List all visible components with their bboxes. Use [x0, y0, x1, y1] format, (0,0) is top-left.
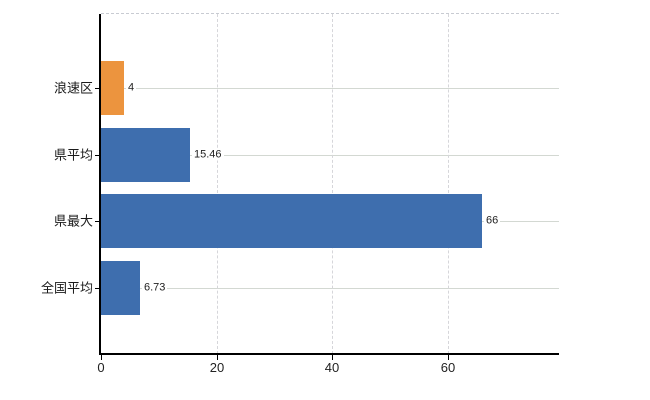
bar-value-label: 15.46 [192, 148, 224, 161]
x-axis-tick [448, 354, 449, 360]
gridline-vertical [332, 14, 333, 354]
gridline-horizontal [101, 154, 559, 156]
bar-県平均 [101, 128, 190, 182]
y-axis-tick [95, 221, 101, 222]
x-axis-tick [217, 354, 218, 360]
gridline-vertical [217, 14, 218, 354]
plot-top-border [101, 13, 559, 14]
gridline-horizontal [101, 88, 559, 89]
y-axis-tick [95, 155, 101, 156]
x-tick-label-20: 20 [209, 360, 225, 375]
category-label-県平均: 県平均 [53, 147, 93, 163]
bar-value-label: 66 [484, 214, 501, 227]
bar-value-label: 4 [126, 81, 137, 94]
y-axis-tick [95, 288, 101, 289]
gridline-vertical [448, 14, 449, 354]
x-axis-tick [101, 354, 102, 360]
y-axis-line [99, 14, 101, 355]
bar-県最大 [101, 194, 482, 248]
x-tick-label-0: 0 [97, 360, 105, 375]
x-axis-line [99, 353, 559, 355]
category-label-全国平均: 全国平均 [40, 280, 93, 296]
plot-area: 4 15.46 66 6.73 [101, 14, 559, 354]
category-label-浪速区: 浪速区 [53, 80, 93, 96]
gridline-horizontal [101, 288, 559, 290]
x-tick-label-40: 40 [324, 360, 340, 375]
x-axis-tick [332, 354, 333, 360]
category-label-県最大: 県最大 [53, 213, 93, 229]
x-tick-label-60: 60 [440, 360, 456, 375]
bar-浪速区 [101, 61, 124, 115]
bar-全国平均 [101, 261, 140, 315]
y-axis-tick [95, 88, 101, 89]
bar-value-label: 6.73 [142, 281, 168, 294]
